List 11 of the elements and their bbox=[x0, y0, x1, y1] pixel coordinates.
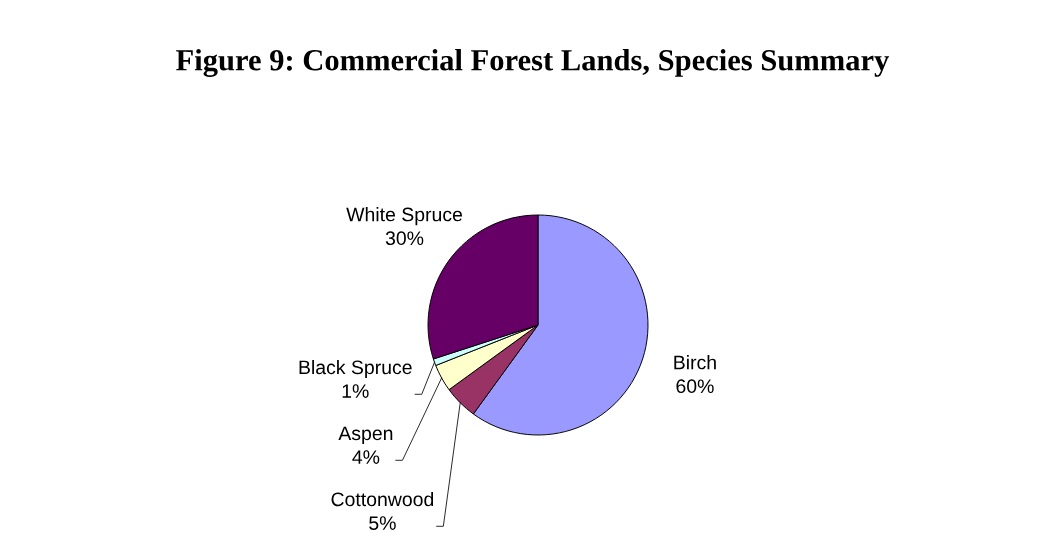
data-label: 5% bbox=[369, 516, 396, 530]
slice-label: Cottonwood bbox=[331, 491, 434, 507]
chart-title: Figure 9: Commercial Forest Lands, Species Summary bbox=[176, 49, 890, 77]
slice-label: Aspen bbox=[338, 426, 393, 445]
data-label: 4% bbox=[352, 450, 380, 464]
data-label: 1% bbox=[342, 384, 369, 398]
data-label: 60% bbox=[676, 379, 714, 394]
data-label: 30% bbox=[385, 231, 424, 246]
slice-label: White Spruce bbox=[346, 207, 463, 226]
slice-label: Black Spruce bbox=[299, 359, 412, 379]
slice-label: Birch bbox=[674, 355, 716, 370]
